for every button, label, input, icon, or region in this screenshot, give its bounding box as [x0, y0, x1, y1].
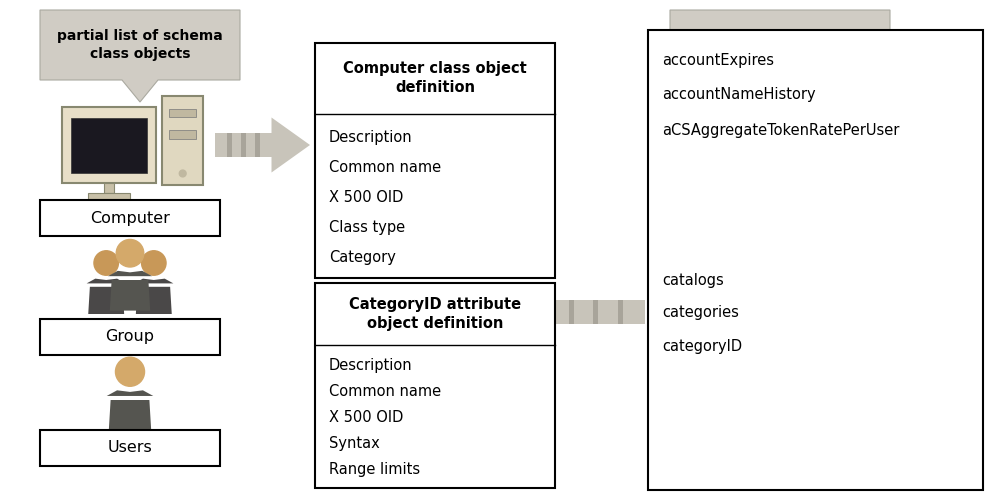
Text: catalogs: catalogs: [662, 272, 724, 287]
Polygon shape: [108, 271, 152, 276]
Circle shape: [179, 170, 186, 177]
Text: CategoryID attribute
object definition: CategoryID attribute object definition: [349, 297, 521, 330]
Polygon shape: [109, 400, 151, 432]
Text: partial list of schema
class objects: partial list of schema class objects: [57, 30, 223, 60]
Bar: [227, 132, 232, 158]
Circle shape: [116, 240, 144, 267]
FancyBboxPatch shape: [40, 200, 220, 236]
Text: accountExpires: accountExpires: [662, 52, 774, 68]
Bar: [569, 300, 574, 324]
Text: X 500 OID: X 500 OID: [329, 190, 403, 204]
Text: Description: Description: [329, 358, 413, 373]
Text: X 500 OID: X 500 OID: [329, 410, 403, 425]
Text: Group: Group: [106, 330, 154, 344]
FancyBboxPatch shape: [162, 96, 203, 186]
Text: Syntax: Syntax: [329, 436, 380, 451]
FancyBboxPatch shape: [315, 283, 555, 488]
Text: Description: Description: [329, 130, 413, 145]
Text: categoryID: categoryID: [662, 338, 742, 353]
Polygon shape: [508, 284, 546, 340]
Circle shape: [94, 251, 118, 275]
FancyBboxPatch shape: [40, 430, 220, 466]
Circle shape: [115, 357, 145, 386]
Bar: [169, 109, 196, 118]
Polygon shape: [88, 287, 124, 314]
Bar: [255, 132, 260, 158]
Text: Computer class object
definition: Computer class object definition: [343, 62, 527, 95]
Polygon shape: [136, 287, 172, 314]
Bar: [593, 300, 598, 324]
Bar: [546, 300, 645, 324]
Text: Class type: Class type: [329, 220, 405, 234]
Text: Common name: Common name: [329, 160, 441, 175]
FancyBboxPatch shape: [62, 107, 156, 183]
Text: categories: categories: [662, 306, 739, 320]
Polygon shape: [110, 280, 150, 310]
FancyBboxPatch shape: [40, 319, 220, 355]
Bar: [241, 132, 246, 158]
Bar: [169, 130, 196, 138]
Polygon shape: [272, 118, 310, 172]
Text: Common name: Common name: [329, 384, 441, 399]
Text: Range limits: Range limits: [329, 462, 420, 477]
FancyBboxPatch shape: [59, 203, 157, 214]
Text: accountNameHistory: accountNameHistory: [662, 88, 816, 102]
Text: Users: Users: [108, 440, 152, 456]
Circle shape: [142, 251, 166, 275]
Polygon shape: [107, 390, 153, 396]
Text: Computer: Computer: [90, 210, 170, 226]
Bar: [104, 183, 114, 194]
FancyBboxPatch shape: [648, 30, 983, 490]
Bar: [88, 194, 130, 200]
Polygon shape: [40, 10, 240, 102]
Polygon shape: [134, 278, 173, 283]
Bar: [215, 132, 272, 158]
Text: partial list of schema
class objects: partial list of schema class objects: [697, 30, 863, 60]
FancyBboxPatch shape: [70, 118, 147, 173]
Text: Category: Category: [329, 250, 396, 264]
Bar: [618, 300, 623, 324]
Polygon shape: [670, 10, 890, 102]
Polygon shape: [87, 278, 126, 283]
Text: aCSAggregateTokenRatePerUser: aCSAggregateTokenRatePerUser: [662, 122, 899, 138]
FancyBboxPatch shape: [315, 43, 555, 278]
